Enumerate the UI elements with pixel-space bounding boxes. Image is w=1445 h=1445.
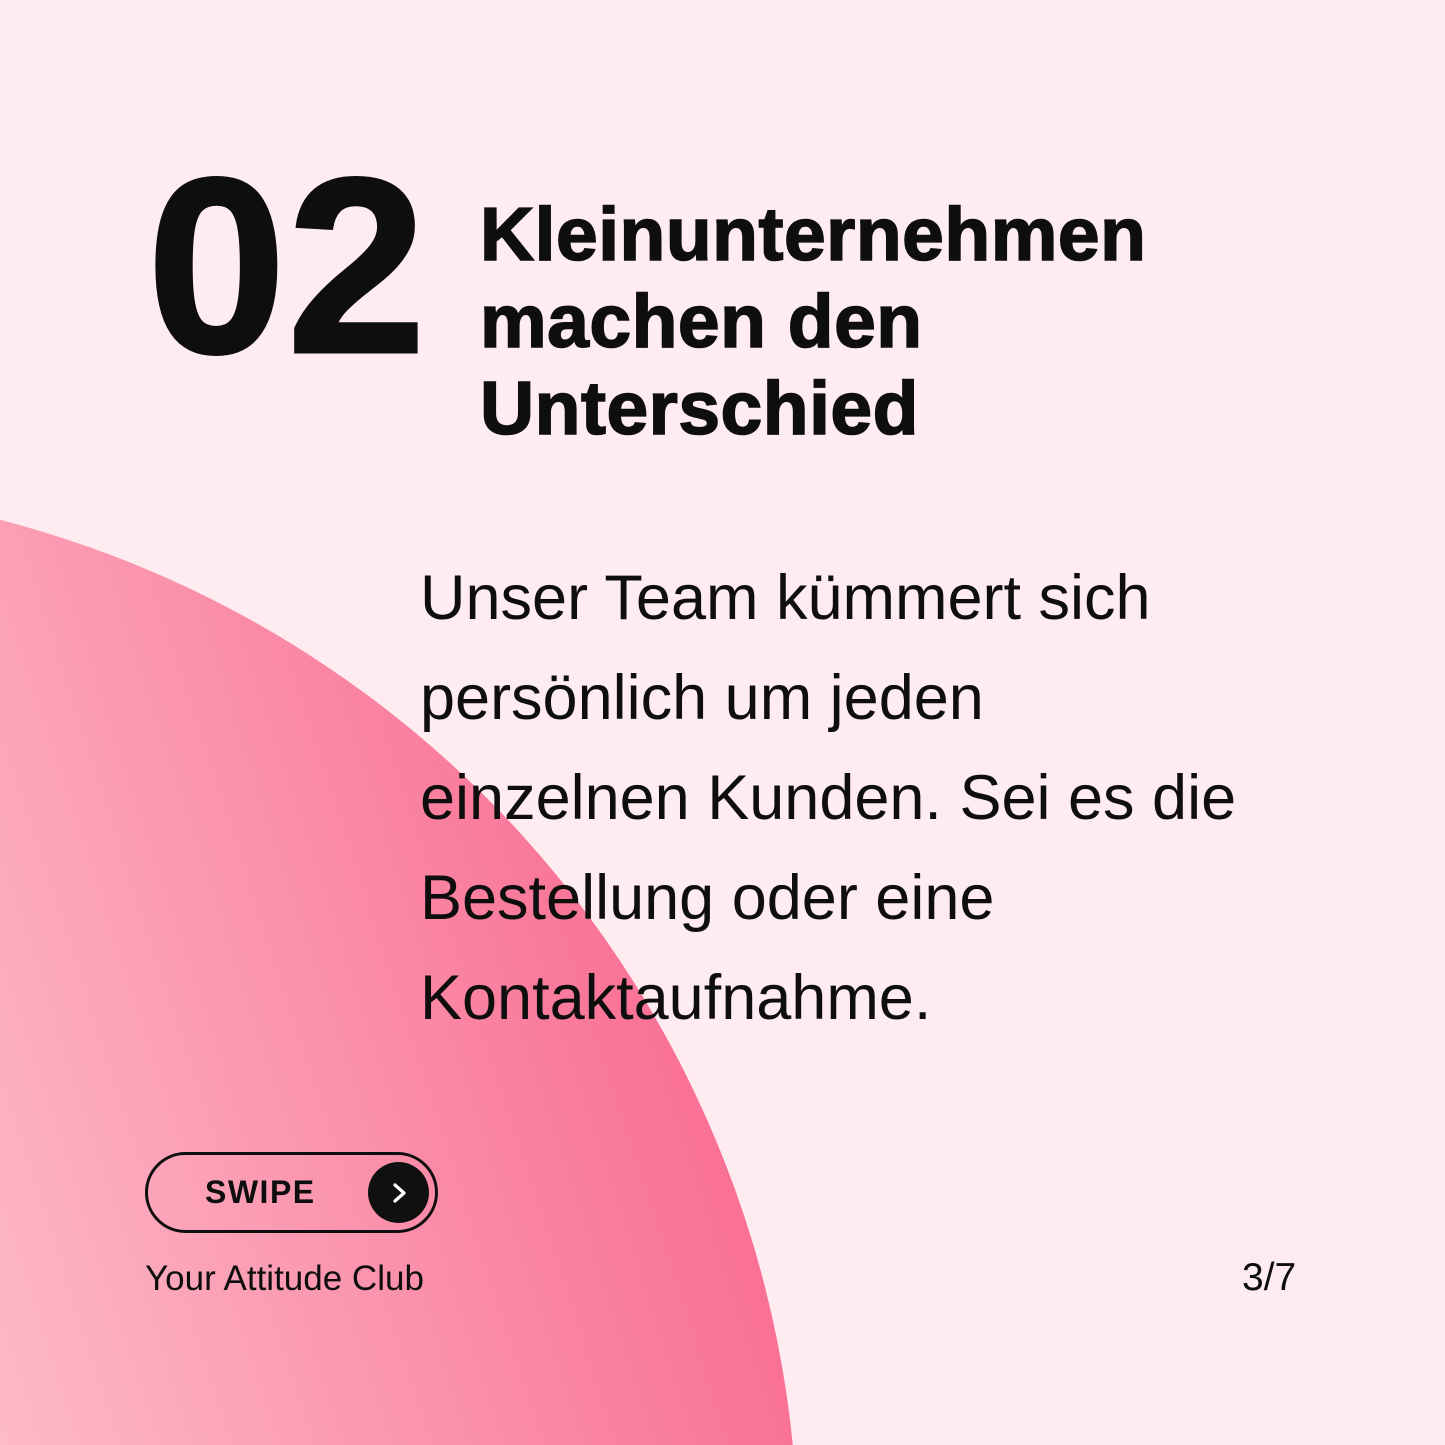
- slide-body-line: persönlich um jeden: [420, 663, 984, 733]
- slide-number: 02: [145, 126, 428, 405]
- slide-title-line: Kleinunternehmen: [479, 191, 1147, 277]
- swipe-button[interactable]: SWIPE: [145, 1152, 438, 1233]
- slide-body-line: Kontaktaufnahme.: [420, 963, 932, 1033]
- slide-title-line: Unterschied: [479, 365, 919, 451]
- slide-title-line: machen den: [479, 278, 923, 364]
- slide-body: Unser Team kümmert sich persönlich um je…: [420, 548, 1236, 1048]
- slide-body-line: einzelnen Kunden. Sei es die: [420, 763, 1237, 833]
- slide-body-line: Bestellung oder eine: [420, 863, 995, 933]
- swipe-arrow-circle[interactable]: [368, 1162, 429, 1223]
- slide-title: Kleinunternehmen machen den Unterschied: [479, 191, 1147, 452]
- swipe-button-label: SWIPE: [205, 1174, 316, 1210]
- brand-name: Your Attitude Club: [145, 1259, 424, 1298]
- page-indicator: 3/7: [1242, 1256, 1297, 1299]
- chevron-right-icon: [392, 1182, 406, 1203]
- slide-body-line: Unser Team kümmert sich: [420, 563, 1151, 633]
